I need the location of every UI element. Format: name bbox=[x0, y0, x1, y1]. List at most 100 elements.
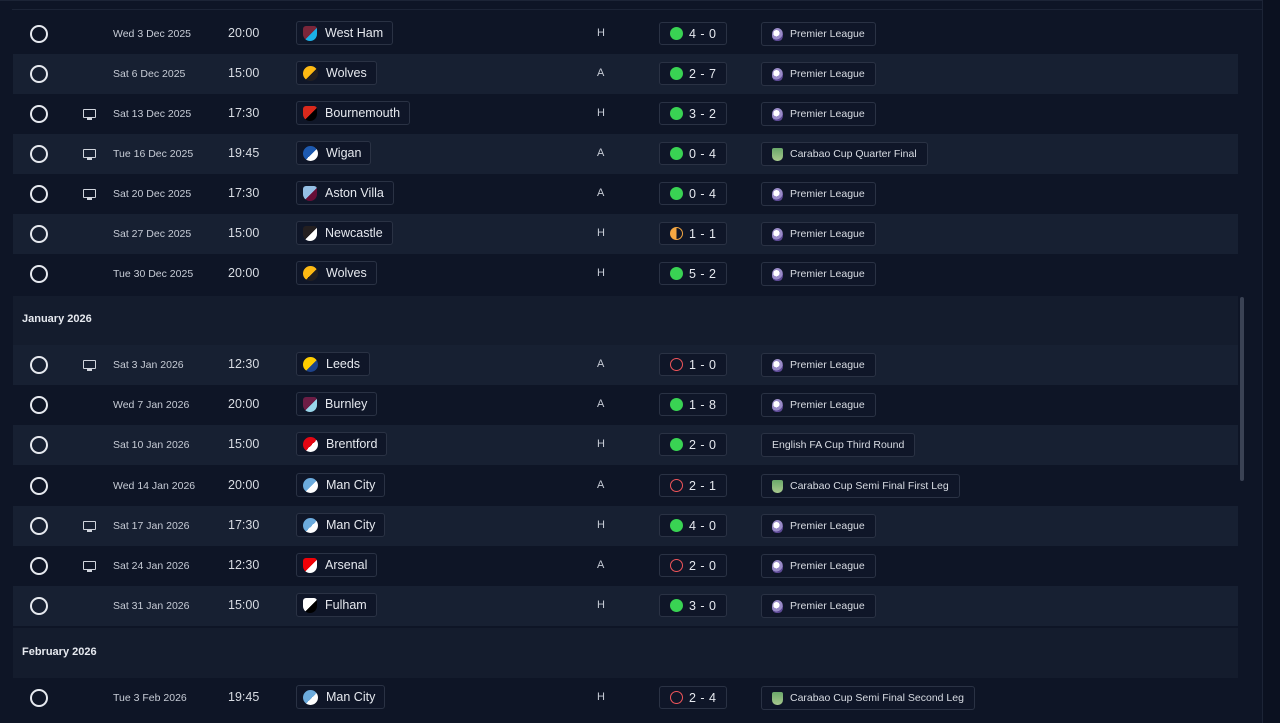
competition-button[interactable]: Premier League bbox=[761, 262, 876, 286]
competition-button[interactable]: Premier League bbox=[761, 353, 876, 377]
competition-button[interactable]: Carabao Cup Quarter Final bbox=[761, 142, 928, 166]
opponent-button[interactable]: Newcastle bbox=[296, 221, 393, 245]
fixture-row[interactable]: Sat 27 Dec 2025 15:00 Newcastle H 1 - 1 Premi… bbox=[13, 214, 1238, 254]
fixture-row[interactable]: Wed 14 Jan 2026 20:00 Man City A 2 - 1 Caraba… bbox=[13, 466, 1238, 506]
competition-name: Premier League bbox=[790, 68, 865, 80]
competition-button[interactable]: Carabao Cup Semi Final Second Leg bbox=[761, 686, 975, 710]
result-button[interactable]: 3 - 0 bbox=[659, 594, 727, 617]
premier-league-lion-icon bbox=[772, 599, 783, 613]
status-circle-icon[interactable] bbox=[30, 517, 48, 535]
fixture-row[interactable]: Sat 31 Jan 2026 15:00 Fulham H 3 - 0 Premier … bbox=[13, 586, 1238, 626]
competition-button[interactable]: Premier League bbox=[761, 514, 876, 538]
opponent-button[interactable]: Brentford bbox=[296, 432, 388, 456]
result-button[interactable]: 1 - 8 bbox=[659, 393, 727, 416]
premier-league-lion-icon bbox=[772, 559, 783, 573]
fixture-date: Sat 20 Dec 2025 bbox=[113, 188, 192, 200]
result-button[interactable]: 1 - 0 bbox=[659, 353, 727, 376]
opponent-button[interactable]: Man City bbox=[296, 685, 386, 709]
scrollbar-thumb[interactable] bbox=[1240, 297, 1244, 481]
status-circle-icon[interactable] bbox=[30, 396, 48, 414]
competition-button[interactable]: Premier League bbox=[761, 393, 876, 417]
carabao-cup-trophy-icon bbox=[772, 479, 783, 493]
result-button[interactable]: 2 - 1 bbox=[659, 474, 727, 497]
status-circle-icon[interactable] bbox=[30, 436, 48, 454]
status-circle-icon[interactable] bbox=[30, 689, 48, 707]
opponent-button[interactable]: Aston Villa bbox=[296, 181, 394, 205]
result-button[interactable]: 2 - 0 bbox=[659, 554, 727, 577]
opponent-name: Burnley bbox=[325, 397, 368, 411]
premier-league-lion-icon bbox=[772, 267, 783, 281]
fixture-row[interactable]: Wed 7 Jan 2026 20:00 Burnley A 1 - 8 Premier … bbox=[13, 385, 1238, 425]
fixture-time: 12:30 bbox=[228, 357, 260, 371]
status-circle-icon[interactable] bbox=[30, 145, 48, 163]
fixture-row[interactable]: Tue 3 Feb 2026 19:45 Man City H 2 - 4 Carabao… bbox=[13, 678, 1238, 718]
competition-button[interactable]: Premier League bbox=[761, 182, 876, 206]
result-win-icon bbox=[670, 27, 683, 40]
opponent-button[interactable]: Wolves bbox=[296, 61, 377, 85]
fixture-row[interactable]: Sat 13 Dec 2025 17:30 Bournemouth H 3 - 2 Pre… bbox=[13, 94, 1238, 134]
status-circle-icon[interactable] bbox=[30, 105, 48, 123]
tv-icon bbox=[83, 149, 96, 160]
opponent-button[interactable]: Man City bbox=[296, 513, 386, 537]
status-circle-icon[interactable] bbox=[30, 65, 48, 83]
status-circle-icon[interactable] bbox=[30, 25, 48, 43]
competition-button[interactable]: Premier League bbox=[761, 62, 876, 86]
status-circle-icon[interactable] bbox=[30, 185, 48, 203]
opponent-button[interactable]: Arsenal bbox=[296, 553, 378, 577]
fixture-time: 19:45 bbox=[228, 146, 260, 160]
team-crest-icon bbox=[303, 436, 318, 452]
result-button[interactable]: 4 - 0 bbox=[659, 514, 727, 537]
score: 1 - 0 bbox=[689, 357, 717, 372]
competition-button[interactable]: Premier League bbox=[761, 22, 876, 46]
opponent-button[interactable]: Burnley bbox=[296, 392, 378, 416]
competition-name: Premier League bbox=[790, 520, 865, 532]
competition-button[interactable]: Carabao Cup Semi Final First Leg bbox=[761, 474, 960, 498]
fixture-row[interactable]: Sat 17 Jan 2026 17:30 Man City H 4 - 0 Premie… bbox=[13, 506, 1238, 546]
status-circle-icon[interactable] bbox=[30, 557, 48, 575]
premier-league-lion-icon bbox=[772, 398, 783, 412]
opponent-button[interactable]: West Ham bbox=[296, 21, 394, 45]
competition-name: Premier League bbox=[790, 560, 865, 572]
status-circle-icon[interactable] bbox=[30, 477, 48, 495]
fixture-row[interactable]: Tue 30 Dec 2025 20:00 Wolves H 5 - 2 Premier … bbox=[13, 254, 1238, 294]
status-circle-icon[interactable] bbox=[30, 265, 48, 283]
result-button[interactable]: 2 - 7 bbox=[659, 62, 727, 85]
opponent-button[interactable]: Wolves bbox=[296, 261, 377, 285]
competition-button[interactable]: Premier League bbox=[761, 554, 876, 578]
status-circle-icon[interactable] bbox=[30, 356, 48, 374]
venue: H bbox=[597, 438, 605, 450]
competition-button[interactable]: English FA Cup Third Round bbox=[761, 433, 916, 457]
fixture-row[interactable]: Sat 3 Jan 2026 12:30 Leeds A 1 - 0 Premier Le… bbox=[13, 345, 1238, 385]
venue: A bbox=[597, 67, 605, 79]
fixture-date: Sat 6 Dec 2025 bbox=[113, 68, 186, 80]
competition-button[interactable]: Premier League bbox=[761, 102, 876, 126]
premier-league-lion-icon bbox=[772, 227, 783, 241]
status-circle-icon[interactable] bbox=[30, 597, 48, 615]
fixture-row[interactable]: Sat 24 Jan 2026 12:30 Arsenal A 2 - 0 Premier… bbox=[13, 546, 1238, 586]
result-button[interactable]: 5 - 2 bbox=[659, 262, 727, 285]
fixture-date: Sat 3 Jan 2026 bbox=[113, 359, 184, 371]
fixture-row[interactable]: Sat 10 Jan 2026 15:00 Brentford H 2 - 0 Engli… bbox=[13, 425, 1238, 465]
score: 3 - 0 bbox=[689, 598, 717, 613]
opponent-button[interactable]: Man City bbox=[296, 473, 386, 497]
opponent-button[interactable]: Wigan bbox=[296, 141, 372, 165]
opponent-button[interactable]: Fulham bbox=[296, 593, 377, 617]
fixture-row[interactable]: Wed 3 Dec 2025 20:00 West Ham H 4 - 0 Premier… bbox=[13, 14, 1238, 54]
fixture-time: 17:30 bbox=[228, 186, 260, 200]
month-label: February 2026 bbox=[22, 646, 97, 658]
result-button[interactable]: 2 - 4 bbox=[659, 686, 727, 709]
result-button[interactable]: 3 - 2 bbox=[659, 102, 727, 125]
fixture-row[interactable]: Tue 16 Dec 2025 19:45 Wigan A 0 - 4 Carabao C… bbox=[13, 134, 1238, 174]
competition-button[interactable]: Premier League bbox=[761, 222, 876, 246]
status-circle-icon[interactable] bbox=[30, 225, 48, 243]
result-button[interactable]: 0 - 4 bbox=[659, 142, 727, 165]
result-button[interactable]: 2 - 0 bbox=[659, 433, 727, 456]
result-button[interactable]: 4 - 0 bbox=[659, 22, 727, 45]
fixture-row[interactable]: Sat 6 Dec 2025 15:00 Wolves A 2 - 7 Premier L… bbox=[13, 54, 1238, 94]
opponent-button[interactable]: Leeds bbox=[296, 352, 371, 376]
competition-button[interactable]: Premier League bbox=[761, 594, 876, 618]
result-button[interactable]: 1 - 1 bbox=[659, 222, 727, 245]
result-button[interactable]: 0 - 4 bbox=[659, 182, 727, 205]
opponent-button[interactable]: Bournemouth bbox=[296, 101, 411, 125]
fixture-row[interactable]: Sat 20 Dec 2025 17:30 Aston Villa A 0 - 4 Pre… bbox=[13, 174, 1238, 214]
